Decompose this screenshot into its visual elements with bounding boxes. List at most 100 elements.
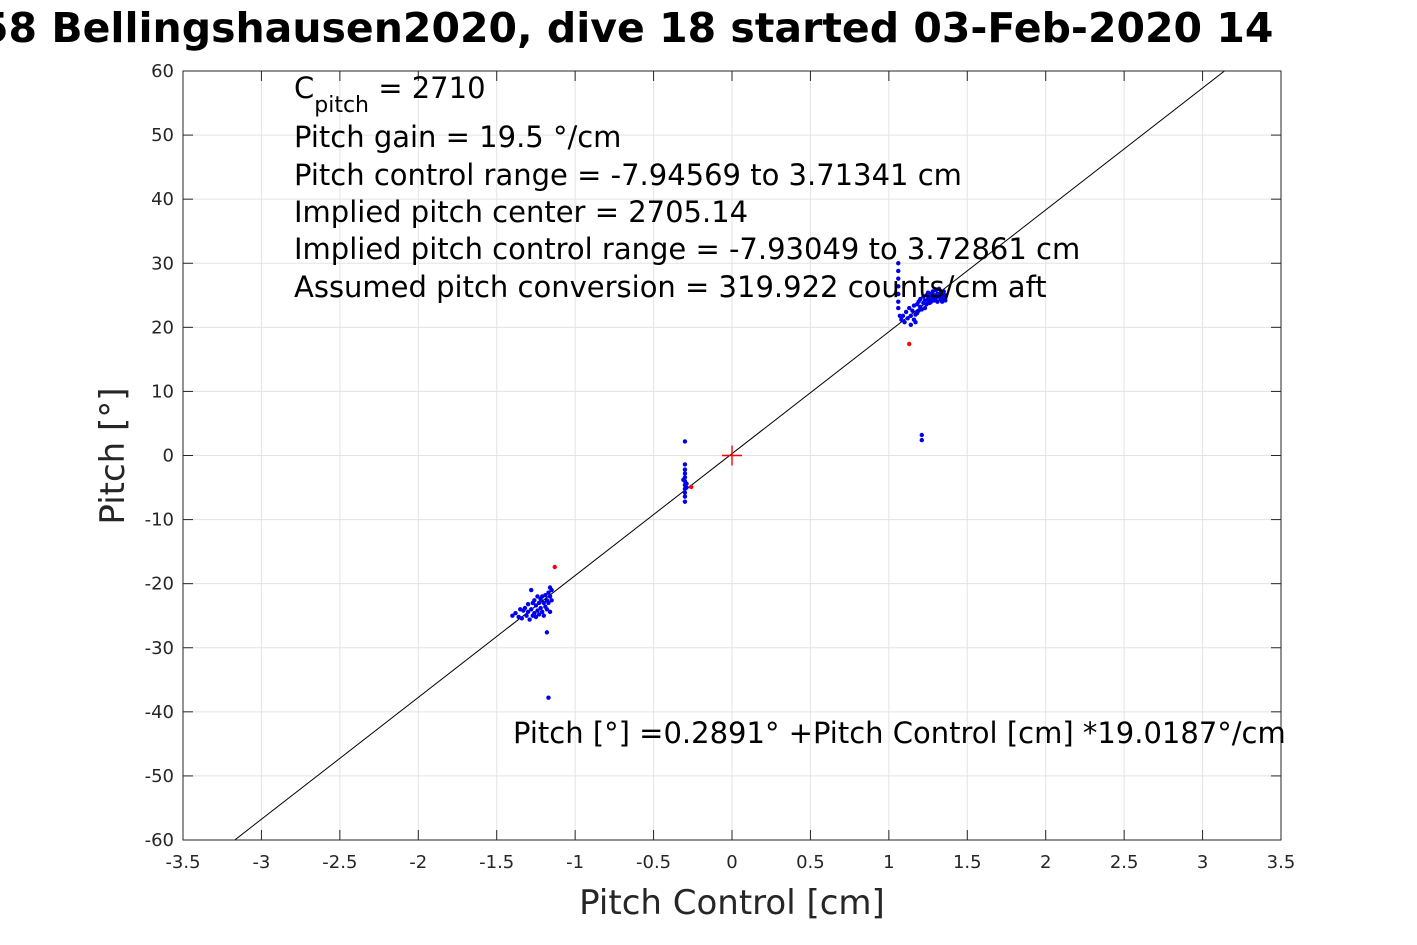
y-tick-label: 60 (151, 61, 174, 82)
c-pitch-annotation: Cpitch = 2710 (294, 71, 486, 118)
data-point (689, 484, 694, 490)
data-point (896, 299, 901, 304)
x-tick-label: -2.5 (322, 852, 357, 873)
data-point (907, 341, 912, 347)
pitch-gain-annotation: Pitch gain = 19.5 °/cm (294, 120, 621, 154)
data-point (547, 594, 553, 599)
x-tick-label: 2.5 (1110, 852, 1139, 873)
data-point (902, 320, 907, 325)
y-tick-label: -10 (145, 510, 174, 531)
data-point (544, 630, 550, 635)
data-point (546, 695, 551, 700)
data-point (532, 610, 537, 616)
data-point (533, 603, 539, 608)
data-point (533, 614, 539, 620)
fit-equation-annotation: Pitch [°] =0.2891° +Pitch Control [cm] *… (513, 716, 1286, 750)
data-point (513, 610, 518, 616)
data-point (936, 286, 942, 292)
data-point (681, 477, 686, 483)
y-tick-label: 30 (151, 253, 174, 274)
y-tick-label: -30 (145, 638, 174, 659)
data-point (682, 499, 688, 504)
data-point (682, 471, 688, 476)
y-tick-label: -50 (145, 766, 174, 787)
data-point (543, 593, 548, 598)
data-point (546, 600, 551, 606)
data-point (897, 313, 903, 318)
data-point (913, 320, 918, 325)
x-tick-label: 0 (726, 852, 737, 873)
data-point (519, 616, 525, 621)
data-point (525, 609, 531, 615)
data-point (907, 305, 912, 311)
data-point (682, 467, 688, 472)
data-point (900, 313, 906, 318)
data-point (549, 598, 554, 603)
implied-pitch-center-annotation: Implied pitch center = 2705.14 (294, 195, 748, 229)
data-point (682, 490, 688, 495)
data-point (943, 298, 948, 303)
x-tick-label: 1 (883, 852, 894, 873)
x-tick-label: 0.5 (796, 852, 825, 873)
chart-title-text: 58 Bellingshausen2020, dive 18 started 0… (0, 4, 1274, 52)
x-tick-label: 3 (1197, 852, 1208, 873)
data-point (510, 613, 515, 618)
data-points (510, 261, 948, 700)
x-tick-label: 3.5 (1267, 852, 1296, 873)
y-tick-label: 50 (151, 125, 174, 146)
data-point (896, 261, 901, 266)
y-tick-label: 0 (163, 446, 174, 467)
pitch-conversion-annotation: Assumed pitch conversion = 319.922 count… (294, 270, 1047, 304)
data-point (922, 305, 928, 311)
y-ticks: -60 -50 -40 -30 -20 -10 0 10 20 30 40 50 60 (145, 61, 1281, 851)
data-point (525, 601, 531, 607)
center-marker-group (722, 445, 742, 466)
data-point (684, 481, 689, 486)
x-tick-label: -0.5 (636, 852, 671, 873)
data-point (527, 617, 532, 622)
data-point (896, 305, 901, 311)
data-point (918, 296, 923, 302)
data-point (547, 609, 553, 615)
data-point (919, 437, 924, 443)
chart-title: 58 Bellingshausen2020, dive 18 started 0… (0, 4, 1417, 56)
x-tick-label: -2 (409, 852, 427, 873)
data-point (896, 284, 901, 289)
x-tick-label: 1.5 (953, 852, 982, 873)
data-point (935, 299, 940, 304)
data-point (529, 607, 534, 612)
x-tick-label: -1.5 (479, 852, 514, 873)
x-tick-label: 2 (1040, 852, 1051, 873)
x-axis-label: Pitch Control [cm] (579, 883, 885, 923)
data-point (547, 585, 553, 590)
implied-pitch-control-range-annotation: Implied pitch control range = -7.93049 t… (294, 232, 1080, 266)
x-tick-label: -3 (252, 852, 270, 873)
data-point (684, 485, 689, 490)
data-point (538, 605, 543, 611)
data-point (541, 613, 546, 618)
y-tick-label: 40 (151, 189, 174, 210)
data-point (541, 600, 546, 606)
data-point (910, 308, 915, 313)
c-pitch-prefix: C (294, 71, 314, 105)
x-tick-label: -3.5 (165, 852, 200, 873)
data-point (899, 317, 904, 322)
x-ticks: -3.5 -3 -2.5 -2 -1.5 -1 -0.5 0 0.5 1 1.5 2 2.5 3 3.5 (165, 71, 1295, 873)
c-pitch-value: = 2710 (369, 71, 486, 105)
data-point (535, 608, 540, 613)
y-tick-label: -40 (145, 702, 174, 723)
c-pitch-subscript: pitch (314, 93, 369, 118)
data-point (682, 439, 688, 444)
y-tick-label: -20 (145, 574, 174, 595)
x-tick-label: -1 (566, 852, 584, 873)
data-point (544, 607, 550, 612)
data-point (552, 564, 557, 570)
y-tick-label: -60 (145, 830, 174, 851)
data-point (682, 462, 688, 467)
data-point (532, 598, 537, 603)
data-point (524, 613, 529, 618)
data-point (919, 432, 924, 438)
data-point (522, 605, 528, 611)
data-point (896, 268, 901, 274)
pitch-control-range-annotation: Pitch control range = -7.94569 to 3.7134… (294, 158, 962, 192)
